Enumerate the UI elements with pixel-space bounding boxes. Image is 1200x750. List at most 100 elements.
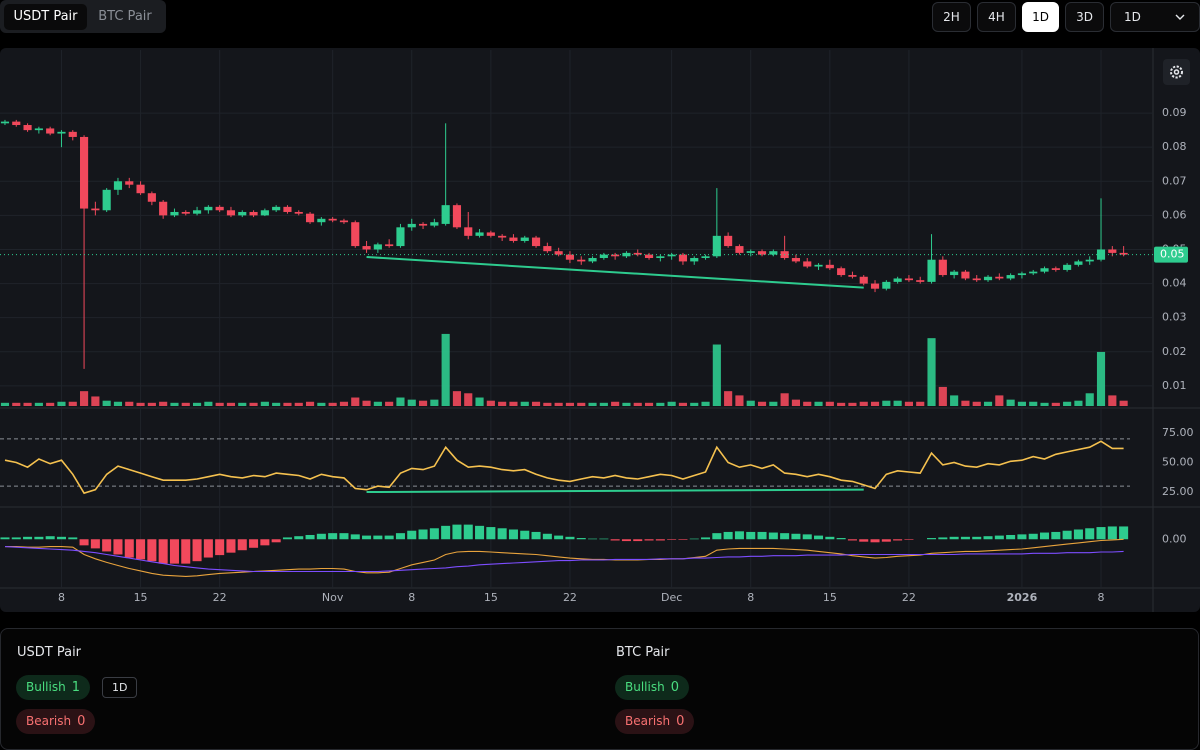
volume-bar: [780, 393, 789, 406]
timeframe-button[interactable]: 1D: [1022, 2, 1059, 32]
volume-bar: [441, 333, 450, 406]
volume-bar: [983, 401, 993, 406]
x-tick-label: 8: [58, 591, 65, 604]
macd-histogram-bar: [34, 536, 44, 540]
macd-histogram-bar: [1040, 532, 1050, 540]
candle-body: [848, 275, 857, 277]
volume-bar: [464, 393, 473, 406]
macd-histogram-bar: [215, 539, 225, 556]
candle-body: [1063, 264, 1072, 270]
volume-bar: [803, 401, 812, 406]
x-tick-label: 15: [823, 591, 837, 604]
candle-body: [712, 235, 721, 257]
volume-bar: [554, 402, 563, 406]
candle-body: [1108, 249, 1117, 253]
timeframe-button[interactable]: 3D: [1065, 2, 1104, 32]
volume-bar: [1017, 401, 1026, 406]
volume-bar: [916, 401, 925, 406]
candle-body: [441, 205, 450, 224]
macd-histogram-bar: [746, 531, 756, 540]
candle-body: [644, 254, 654, 259]
macd-histogram-bar: [791, 533, 801, 540]
panel-title: BTC Pair: [616, 645, 670, 660]
volume-bar: [678, 402, 688, 406]
macd-histogram-bar: [441, 525, 451, 540]
macd-histogram-bar: [203, 539, 213, 558]
volume-bar: [724, 391, 733, 406]
y-tick-label: 50.00: [1162, 456, 1194, 469]
candle-body: [995, 276, 1004, 279]
timeframe-button[interactable]: 2H: [932, 2, 971, 32]
timeframe-select[interactable]: 1D: [1110, 2, 1200, 32]
macd-histogram-bar: [994, 535, 1004, 540]
macd-histogram-bar: [395, 533, 405, 540]
candle-body: [520, 237, 529, 241]
candle-body: [294, 211, 303, 214]
macd-histogram-bar: [701, 537, 711, 540]
macd-histogram-bar: [621, 539, 631, 542]
volume-bar: [475, 397, 484, 406]
candle-body: [565, 254, 575, 260]
macd-histogram-bar: [644, 539, 654, 541]
volume-bar: [159, 401, 168, 406]
y-tick-label: 0.02: [1162, 345, 1187, 358]
volume-bar: [1074, 400, 1083, 406]
macd-histogram-bar: [734, 531, 744, 540]
macd-histogram-bar: [0, 537, 10, 540]
candle-body: [1051, 268, 1060, 270]
x-tick-label: 22: [902, 591, 916, 604]
label: Bearish: [625, 714, 671, 728]
volume-bar: [690, 402, 699, 406]
macd-histogram-bar: [486, 527, 496, 540]
macd-histogram-bar: [260, 539, 270, 546]
volume-bar: [667, 401, 676, 406]
volume-bar: [362, 400, 371, 406]
volume-bar: [486, 400, 495, 406]
tab[interactable]: USDT Pair: [4, 4, 87, 30]
candle-body: [927, 259, 936, 282]
macd-histogram-bar: [1062, 530, 1072, 540]
tab[interactable]: BTC Pair: [98, 9, 152, 24]
trendline: [366, 488, 864, 494]
volume-bar: [1096, 351, 1106, 406]
candle-body: [192, 210, 202, 214]
volume-bar: [0, 402, 10, 406]
volume-bar: [1119, 400, 1128, 406]
volume-bar: [339, 401, 349, 406]
volume-bar: [407, 399, 416, 406]
candle-body: [12, 121, 21, 126]
candle-body: [204, 206, 213, 211]
volume-bar: [757, 401, 767, 406]
candle-body: [498, 235, 507, 238]
candle-body: [814, 264, 823, 267]
candle-body: [690, 258, 699, 262]
macd-histogram-bar: [949, 536, 959, 540]
candle-body: [1040, 268, 1049, 272]
macd-histogram-bar: [226, 539, 236, 553]
y-tick-label: 0.03: [1162, 311, 1187, 324]
macd-histogram-bar: [893, 539, 903, 541]
candle-body: [226, 210, 236, 216]
volume-bar: [927, 338, 936, 406]
candle-body: [531, 237, 541, 247]
candle-body: [486, 232, 495, 236]
macd-histogram-bar: [136, 539, 146, 560]
macd-histogram-bar: [678, 539, 688, 540]
macd-histogram-bar: [11, 537, 21, 540]
candle-body: [147, 193, 156, 202]
candle-body: [113, 181, 123, 190]
volume-bar: [396, 397, 405, 406]
macd-histogram-bar: [520, 530, 530, 540]
label: Bearish: [26, 714, 72, 728]
volume-bar: [543, 402, 552, 406]
macd-histogram-bar: [983, 536, 993, 540]
timeframe-button[interactable]: 4H: [977, 2, 1016, 32]
macd-histogram-bar: [169, 539, 179, 564]
macd-histogram-bar: [362, 535, 372, 540]
settings-icon[interactable]: [1163, 59, 1190, 85]
candle-body: [509, 237, 518, 241]
volume-bar: [102, 400, 111, 406]
volume-bar: [317, 402, 326, 406]
volume-bar: [701, 401, 710, 406]
macd-histogram-bar: [1085, 528, 1095, 540]
